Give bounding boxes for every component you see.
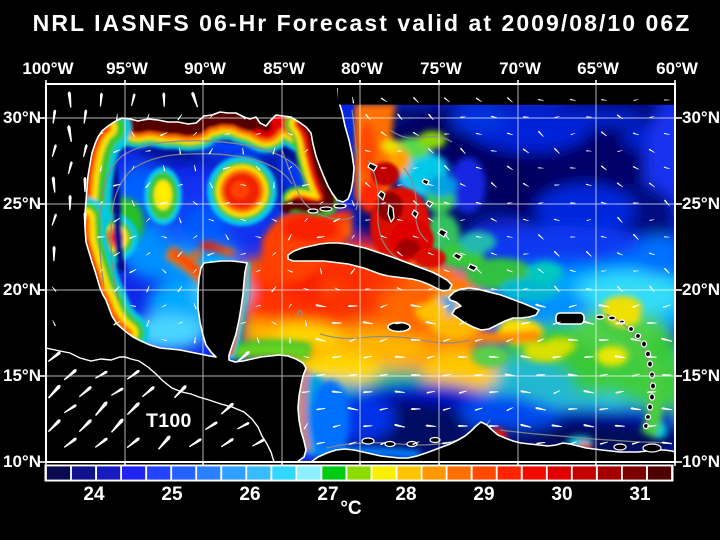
- svg-text:24: 24: [83, 484, 105, 505]
- svg-text:20°N: 20°N: [682, 280, 720, 299]
- svg-text:80°W: 80°W: [341, 59, 384, 78]
- svg-text:29: 29: [473, 484, 494, 505]
- svg-text:60°W: 60°W: [656, 59, 699, 78]
- svg-text:25°N: 25°N: [3, 194, 41, 213]
- svg-text:30°N: 30°N: [682, 108, 720, 127]
- svg-text:°C: °C: [340, 498, 362, 519]
- svg-text:25: 25: [161, 484, 183, 505]
- svg-text:75°W: 75°W: [420, 59, 463, 78]
- svg-text:100°W: 100°W: [22, 59, 74, 78]
- svg-text:30°N: 30°N: [3, 108, 41, 127]
- svg-text:T100: T100: [146, 410, 192, 432]
- svg-text:10°N: 10°N: [3, 452, 41, 471]
- svg-text:NRL IASNFS 06-Hr Forecast val: NRL IASNFS 06-Hr Forecast valid at 2009/…: [33, 10, 692, 36]
- svg-text:90°W: 90°W: [184, 59, 227, 78]
- svg-text:27: 27: [317, 484, 338, 505]
- svg-text:10°N: 10°N: [682, 452, 720, 471]
- svg-text:70°W: 70°W: [499, 59, 542, 78]
- svg-text:30: 30: [551, 484, 572, 505]
- svg-text:20°N: 20°N: [3, 280, 41, 299]
- svg-text:85°W: 85°W: [263, 59, 306, 78]
- svg-text:65°W: 65°W: [577, 59, 620, 78]
- svg-text:26: 26: [239, 484, 260, 505]
- svg-text:15°N: 15°N: [682, 366, 720, 385]
- svg-text:15°N: 15°N: [3, 366, 41, 385]
- svg-text:25°N: 25°N: [682, 194, 720, 213]
- svg-text:28: 28: [395, 484, 416, 505]
- svg-text:95°W: 95°W: [106, 59, 149, 78]
- svg-text:31: 31: [629, 484, 651, 505]
